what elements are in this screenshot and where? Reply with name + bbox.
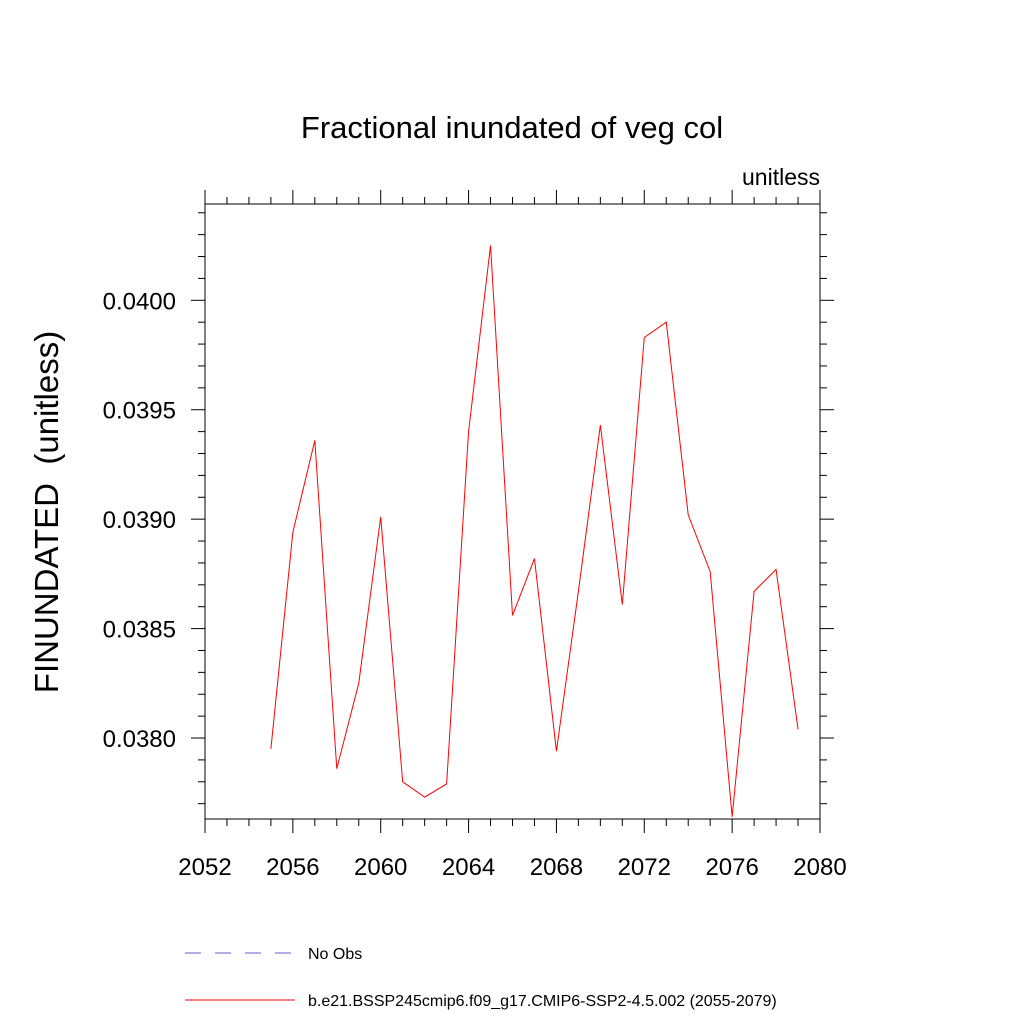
units-label: unitless bbox=[742, 164, 820, 190]
series-layer bbox=[270, 245, 799, 817]
y-tick-label: 0.0385 bbox=[103, 617, 176, 644]
x-tick-label: 2068 bbox=[530, 854, 583, 881]
legend: No Obs b.e21.BSSP245cmip6.f09_g17.CMIP6-… bbox=[185, 946, 777, 1010]
plot-frame bbox=[204, 203, 821, 820]
x-tick-label: 2072 bbox=[618, 854, 671, 881]
axis-ticks bbox=[191, 190, 834, 833]
x-tick-label: 2080 bbox=[793, 854, 846, 881]
legend-label-no-obs: No Obs bbox=[308, 946, 362, 963]
y-tick-label: 0.0395 bbox=[103, 398, 176, 425]
y-tick-label: 0.0390 bbox=[103, 507, 176, 534]
legend-label-model: b.e21.BSSP245cmip6.f09_g17.CMIP6-SSP2-4.… bbox=[308, 993, 777, 1010]
x-tick-label: 2064 bbox=[442, 854, 495, 881]
x-tick-label: 2056 bbox=[266, 854, 319, 881]
x-tick-label: 2052 bbox=[178, 854, 231, 881]
axis-tick-labels: 2052 2056 2060 2064 2068 2072 2076 2080 0.0380 0.… bbox=[103, 288, 847, 881]
chart-title: Fractional inundated of veg col bbox=[301, 110, 723, 145]
series-line-0 bbox=[270, 245, 799, 817]
y-tick-label: 0.0400 bbox=[103, 288, 176, 315]
x-tick-label: 2060 bbox=[354, 854, 407, 881]
y-tick-label: 0.0380 bbox=[103, 726, 176, 753]
x-tick-label: 2076 bbox=[705, 854, 758, 881]
y-axis-label: FINUNDATED (unitless) bbox=[28, 331, 65, 693]
